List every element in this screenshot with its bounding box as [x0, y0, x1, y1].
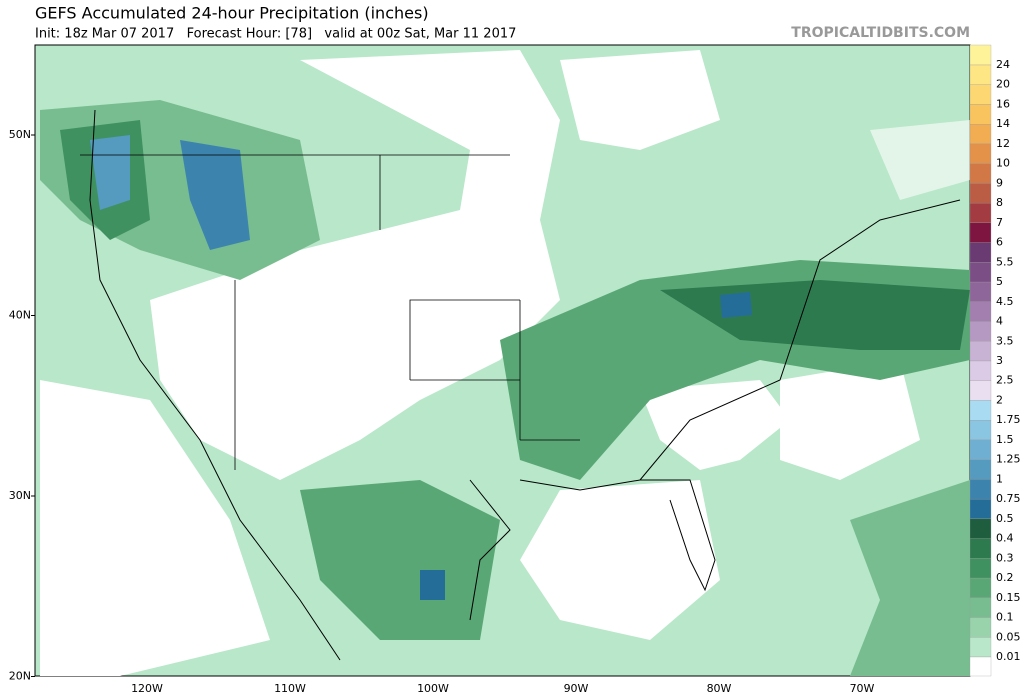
- lat-label: 20N: [9, 670, 31, 683]
- colorbar-label: 5.5: [996, 255, 1014, 268]
- colorbar-swatch: [969, 242, 992, 263]
- colorbar-swatch: [969, 84, 992, 105]
- colorbar-swatch: [969, 459, 992, 480]
- colorbar-label: 1.75: [996, 413, 1021, 426]
- colorbar-label: 0.15: [996, 591, 1021, 604]
- colorbar-swatch: [969, 637, 992, 658]
- subtitle: Init: 18z Mar 07 2017 Forecast Hour: [78…: [35, 27, 516, 42]
- colorbar-swatch: [969, 538, 992, 559]
- colorbar-swatch: [969, 44, 992, 66]
- colorbar-label: 24: [996, 58, 1010, 71]
- precip-area: [180, 140, 250, 250]
- colorbar-label: 7: [996, 216, 1003, 229]
- colorbar-swatch: [969, 301, 992, 322]
- colorbar-swatch: [969, 281, 992, 302]
- lat-label: 30N: [9, 489, 31, 502]
- colorbar-swatch: [969, 183, 992, 204]
- lon-label: 100W: [417, 682, 449, 695]
- precip-area: [850, 480, 970, 676]
- colorbar-label: 3: [996, 354, 1003, 367]
- colorbar-swatch: [969, 380, 992, 401]
- colorbar-swatch: [969, 518, 992, 539]
- colorbar-label: 0.05: [996, 630, 1021, 643]
- colorbar-swatch: [969, 124, 992, 145]
- colorbar-label: 0.2: [996, 571, 1014, 584]
- colorbar-label: 1.5: [996, 433, 1014, 446]
- colorbar-swatch: [969, 222, 992, 243]
- map-area: [34, 44, 971, 677]
- dry-area: [780, 360, 920, 480]
- colorbar-swatch: [969, 64, 992, 85]
- colorbar-label: 16: [996, 97, 1010, 110]
- lon-label: 90W: [564, 682, 589, 695]
- colorbar-label: 9: [996, 176, 1003, 189]
- precip-area: [420, 570, 445, 600]
- colorbar-label: 4.5: [996, 295, 1014, 308]
- colorbar-label: 14: [996, 117, 1010, 130]
- precip-area: [300, 480, 500, 640]
- colorbar-label: 20: [996, 78, 1010, 91]
- colorbar-swatch: [969, 104, 992, 125]
- precip-area: [90, 135, 130, 210]
- colorbar-label: 0.01: [996, 650, 1021, 663]
- lon-label: 120W: [131, 682, 163, 695]
- title: GEFS Accumulated 24-hour Precipitation (…: [35, 4, 429, 23]
- colorbar-swatch: [969, 439, 992, 460]
- state-borders: [80, 154, 580, 470]
- colorbar-swatch: [969, 617, 992, 638]
- colorbar-swatch: [969, 597, 992, 618]
- colorbar-label: 0.1: [996, 611, 1014, 624]
- lat-label: 50N: [9, 128, 31, 141]
- colorbar-label: 2: [996, 393, 1003, 406]
- colorbar-swatch: [969, 420, 992, 441]
- colorbar-label: 6: [996, 236, 1003, 249]
- colorbar-label: 3.5: [996, 334, 1014, 347]
- colorbar-swatch: [969, 479, 992, 500]
- colorbar-swatch: [969, 202, 992, 224]
- colorbar-label: 5: [996, 275, 1003, 288]
- colorbar-swatch: [969, 262, 992, 283]
- colorbar-label: 0.3: [996, 551, 1014, 564]
- colorbar-label: 4: [996, 315, 1003, 328]
- colorbar-swatch: [969, 656, 992, 677]
- dry-area: [560, 50, 720, 150]
- dry-area: [150, 50, 560, 480]
- colorbar-label: 12: [996, 137, 1010, 150]
- dry-area: [520, 480, 720, 640]
- colorbar-swatch: [969, 341, 992, 362]
- colorbar-label: 0.4: [996, 532, 1014, 545]
- colorbar-label: 10: [996, 157, 1010, 170]
- colorbar-swatch: [969, 143, 992, 164]
- colorbar-swatch: [969, 400, 992, 421]
- colorbar-label: 2.5: [996, 374, 1014, 387]
- dry-area: [640, 380, 790, 470]
- colorbar-swatch: [969, 498, 992, 520]
- colorbar-swatch: [969, 163, 992, 184]
- lon-label: 70W: [850, 682, 875, 695]
- colorbar-swatch: [969, 321, 992, 342]
- site-credit: TROPICALTIDBITS.COM: [791, 25, 970, 41]
- colorbar-label: 1.25: [996, 453, 1021, 466]
- coastline: [89, 109, 961, 661]
- colorbar-swatch: [969, 558, 992, 579]
- dry-area: [40, 380, 270, 676]
- colorbar-label: 1: [996, 472, 1003, 485]
- colorbar-swatch: [969, 360, 992, 381]
- colorbar-swatch: [969, 577, 992, 598]
- lat-label: 40N: [9, 309, 31, 322]
- colorbar-label: 8: [996, 196, 1003, 209]
- precip-area: [720, 292, 752, 318]
- lon-label: 110W: [274, 682, 306, 695]
- colorbar-label: 0.75: [996, 492, 1021, 505]
- lon-label: 80W: [707, 682, 732, 695]
- dry-area: [870, 120, 970, 200]
- colorbar-label: 0.5: [996, 512, 1014, 525]
